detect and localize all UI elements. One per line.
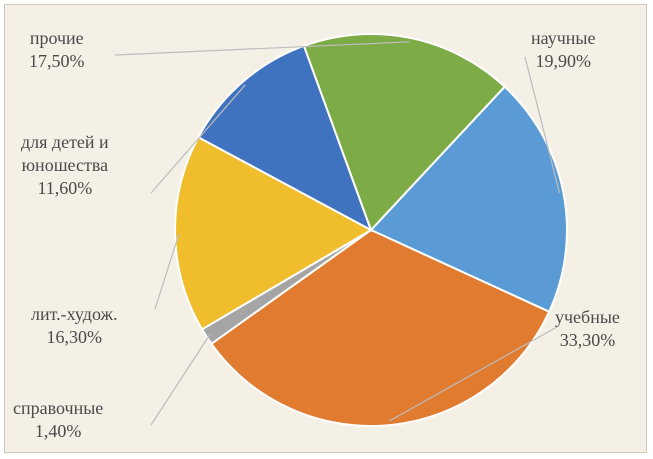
leader-line — [154, 233, 180, 310]
leader-line — [150, 84, 246, 194]
pie-slice — [369, 85, 568, 314]
label-uchebnye-value: 33,30% — [559, 330, 616, 350]
pie-slice — [302, 32, 507, 232]
label-prochie-value: 17,50% — [29, 51, 85, 71]
label-nauchnye-value: 19,90% — [535, 51, 591, 71]
leader-line — [524, 56, 560, 193]
label-dlya-detey-line2: юношества — [21, 155, 109, 175]
label-prochie: прочие 17,50% — [29, 27, 85, 73]
label-spravochnye: справочные 1,40% — [13, 397, 103, 443]
label-dlya-detey-value: 11,60% — [37, 178, 93, 198]
leader-line — [388, 326, 558, 422]
label-nauchnye-name: научные — [531, 28, 596, 48]
pie-chart — [114, 32, 568, 427]
chart-frame: научные 19,90% учебные 33,30% справочные… — [4, 4, 647, 453]
label-spravochnye-value: 1,40% — [34, 421, 82, 441]
leader-line — [150, 334, 211, 426]
label-nauchnye: научные 19,90% — [531, 27, 595, 73]
label-prochie-name: прочие — [29, 28, 84, 48]
label-lit-khudozh: лит.-худож. 16,30% — [31, 303, 117, 349]
label-lit-khudozh-value: 16,30% — [46, 327, 102, 347]
pie-slice — [196, 44, 373, 233]
leader-line — [114, 41, 410, 56]
label-dlya-detey-line1: для детей и — [21, 132, 109, 152]
label-dlya-detey: для детей и юношества 11,60% — [21, 131, 109, 200]
label-spravochnye-name: справочные — [13, 398, 104, 418]
label-uchebnye-name: учебные — [555, 307, 620, 327]
label-lit-khudozh-name: лит.-худож. — [31, 304, 118, 324]
pie-slice — [174, 135, 374, 331]
label-uchebnye: учебные 33,30% — [555, 306, 620, 352]
pie-slice — [209, 228, 551, 427]
